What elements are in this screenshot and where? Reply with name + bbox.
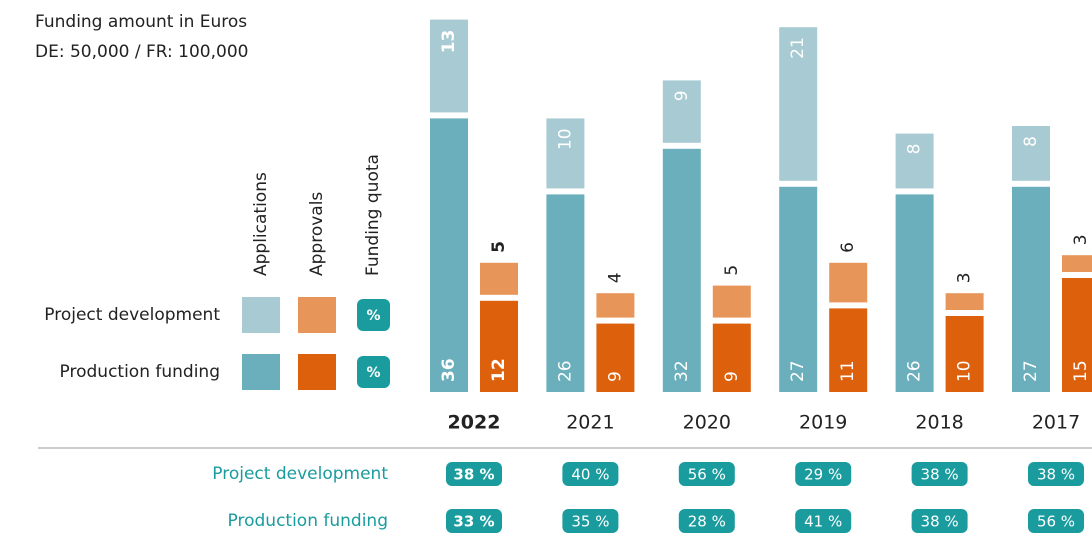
quota-pill (678, 462, 735, 486)
legend-quota (357, 299, 390, 331)
bar (430, 118, 468, 393)
data-label: 12 (489, 358, 509, 382)
data-label: 27 (788, 360, 808, 382)
bar (712, 285, 751, 318)
data-label: 36 (439, 358, 459, 382)
bar (1062, 278, 1092, 392)
legend-column: Funding quota (363, 154, 383, 276)
x-tick-label: 2022 (448, 412, 501, 434)
bar (945, 316, 984, 392)
quota-pill (795, 509, 852, 533)
data-label: 11 (838, 360, 858, 382)
bar (829, 262, 868, 303)
data-label: 4 (605, 272, 625, 283)
quota-pill (446, 462, 502, 486)
quota-row-label: Project development (212, 464, 388, 484)
quota-label: 38 % (453, 466, 494, 484)
legend-quota-symbol: % (366, 308, 380, 324)
bar (945, 293, 984, 310)
quota-label: 56 % (688, 466, 726, 484)
quota-label: 56 % (1037, 513, 1075, 531)
chart-title: Funding amount in Euros (35, 12, 247, 32)
bar (895, 194, 934, 392)
data-label: 9 (605, 371, 625, 382)
legend-row: Production funding (60, 362, 220, 382)
quota-label: 40 % (571, 466, 609, 484)
quota-pill (1028, 462, 1084, 486)
quota-label: 38 % (1037, 466, 1075, 484)
bar (1012, 186, 1050, 392)
bar (662, 80, 701, 143)
quota-pill (1028, 509, 1084, 533)
legend-column: Applications (251, 172, 271, 276)
data-label: 10 (955, 360, 975, 382)
chart-subtitle: DE: 50,000 / FR: 100,000 (35, 42, 248, 62)
legend-quota (357, 356, 390, 388)
data-label: 9 (672, 90, 692, 101)
data-label: 32 (672, 360, 692, 382)
bar (430, 19, 468, 113)
bar (480, 300, 518, 392)
bar (546, 118, 585, 189)
data-label: 27 (1021, 360, 1041, 382)
legend-swatch (242, 354, 280, 390)
bar (779, 27, 818, 181)
data-label: 8 (905, 144, 925, 155)
x-tick-label: 2018 (915, 412, 963, 434)
bar (779, 186, 818, 392)
quota-label: 28 % (688, 513, 726, 531)
data-label: 26 (555, 360, 575, 382)
legend-swatch (298, 297, 336, 333)
quota-label: 33 % (453, 513, 494, 531)
bar (712, 323, 751, 392)
quota-pill (911, 462, 968, 486)
bar (596, 293, 635, 318)
data-label: 3 (955, 272, 975, 283)
legend-column: Approvals (307, 192, 327, 276)
quota-pill (795, 462, 852, 486)
data-label: 13 (439, 30, 459, 54)
quota-pill (446, 509, 502, 533)
quota-label: 29 % (804, 466, 842, 484)
data-label: 6 (838, 242, 858, 253)
x-tick-label: 2017 (1032, 412, 1080, 434)
data-label: 8 (1021, 136, 1041, 147)
x-tick-label: 2019 (799, 412, 847, 434)
quota-row-label: Production funding (228, 511, 388, 531)
quota-pill (562, 462, 619, 486)
data-label: 9 (722, 371, 742, 382)
bar (480, 262, 518, 295)
quota-pill (678, 509, 735, 533)
legend-quota-symbol: % (366, 365, 380, 381)
bar (1012, 126, 1050, 181)
quota-label: 38 % (921, 466, 959, 484)
quota-pill (911, 509, 968, 533)
quota-label: 35 % (571, 513, 609, 531)
legend-row: Project development (44, 305, 220, 325)
data-label: 3 (1071, 234, 1091, 245)
bar (1062, 255, 1092, 272)
data-label: 5 (489, 241, 509, 253)
data-label: 5 (722, 265, 742, 276)
quota-label: 41 % (804, 513, 842, 531)
data-label: 21 (788, 37, 808, 59)
bar (895, 133, 934, 189)
bar (596, 323, 635, 392)
legend-swatch (298, 354, 336, 390)
bar (662, 148, 701, 392)
x-tick-label: 2020 (683, 412, 731, 434)
quota-pill (562, 509, 619, 533)
data-label: 10 (555, 128, 575, 150)
data-label: 26 (905, 360, 925, 382)
bar (546, 194, 585, 392)
legend-swatch (242, 297, 280, 333)
bar (829, 308, 868, 392)
quota-label: 38 % (921, 513, 959, 531)
data-label: 15 (1071, 360, 1091, 382)
x-tick-label: 2021 (566, 412, 614, 434)
